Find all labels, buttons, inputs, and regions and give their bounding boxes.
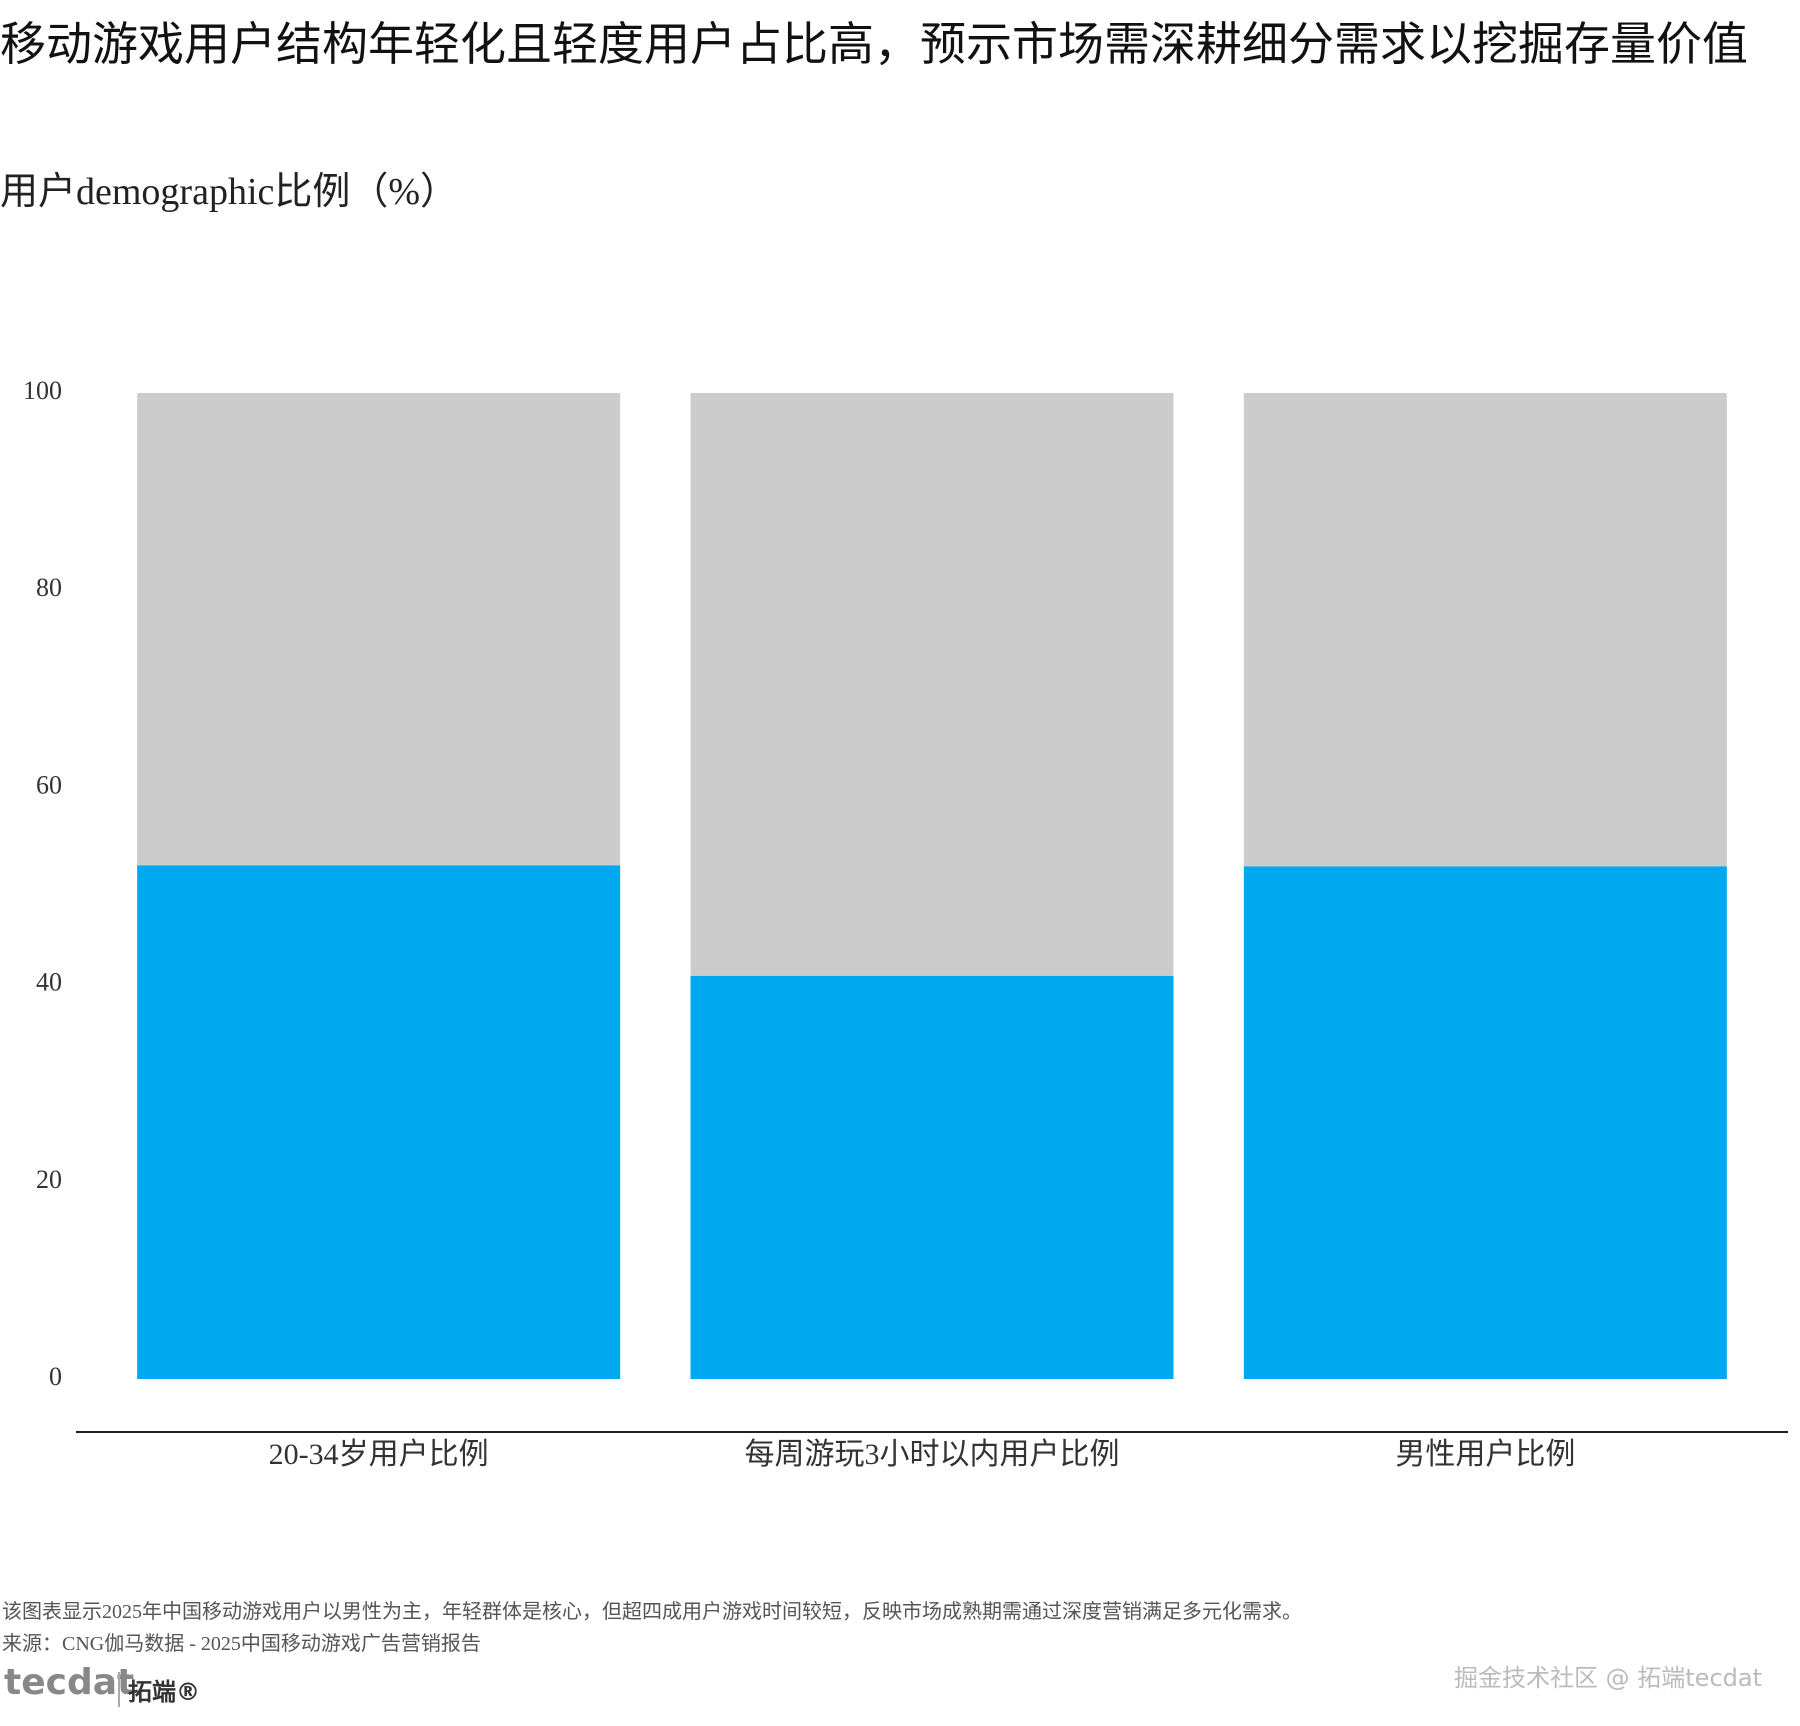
bar-segment — [690, 393, 1174, 976]
bar-segment — [1243, 393, 1727, 867]
y-tick-label: 60 — [36, 770, 62, 799]
logo: tecdat — [4, 1662, 135, 1703]
chart-title: 移动游戏用户结构年轻化且轻度用户占比高，预示市场需深耕细分需求以挖掘存量价值 — [0, 19, 1748, 70]
logo-text: 拓端® — [118, 1672, 200, 1707]
y-tick-label: 40 — [36, 968, 62, 997]
y-tick-label: 100 — [23, 376, 62, 405]
bar-segment — [137, 865, 621, 1379]
note: 该图表显示2025年中国移动游戏用户以男性为主，年轻群体是核心，但超四成用户游戏… — [2, 1601, 1302, 1623]
x-tick-label: 每周游玩3小时以内用户比例 — [745, 1438, 1120, 1471]
y-tick-label: 0 — [49, 1362, 62, 1391]
watermark: 掘金技术社区 @ 拓端tecdat — [1454, 1664, 1762, 1692]
x-tick-label: 20-34岁用户比例 — [269, 1438, 489, 1471]
y-tick-label: 80 — [36, 573, 62, 602]
bar-segment — [690, 975, 1174, 1379]
source: 来源：CNG伽马数据 - 2025中国移动游戏广告营销报告 — [2, 1633, 481, 1655]
x-tick-label: 男性用户比例 — [1395, 1438, 1575, 1471]
bar-segment — [1243, 866, 1727, 1379]
chart-subtitle: 用户demographic比例（%） — [0, 171, 459, 213]
y-tick-label: 20 — [36, 1165, 62, 1194]
bar-segment — [137, 393, 621, 866]
